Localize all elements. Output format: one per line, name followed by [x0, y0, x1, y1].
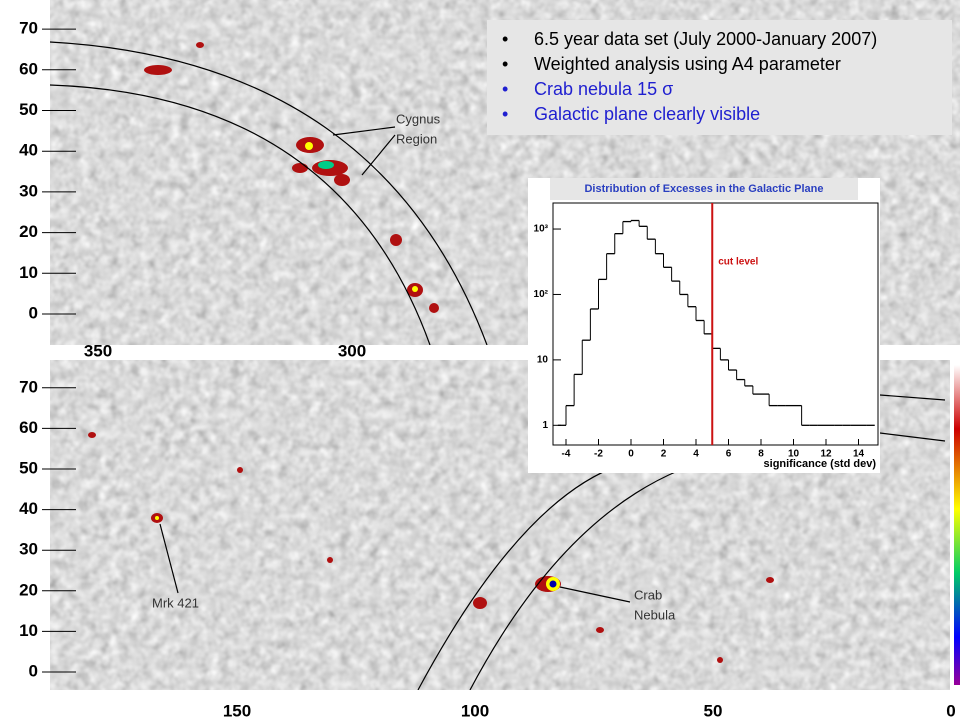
y-tick-label: 50: [19, 458, 38, 477]
y-tick-label: 40: [19, 499, 38, 518]
y-tick-label: 10: [19, 621, 38, 640]
colorbar: [954, 365, 960, 685]
bullet: 6.5 year data set (July 2000-January 200…: [534, 29, 877, 49]
annotation: Nebula: [634, 607, 676, 622]
y-tick-label: 60: [19, 418, 38, 437]
x-tick-label: 100: [461, 701, 489, 720]
x-axis-label: significance (std dev): [764, 458, 877, 470]
x-tick-label: 350: [84, 341, 112, 360]
annotation: Mrk 421: [152, 595, 199, 610]
x-tick-label: 2: [661, 449, 667, 460]
y-tick-label: 30: [19, 540, 38, 559]
x-tick-label: -2: [594, 449, 603, 460]
x-tick-label: 14: [853, 449, 865, 460]
y-tick-label: 70: [19, 377, 38, 396]
y-tick-label: 40: [19, 141, 38, 160]
inset-title: Distribution of Excesses in the Galactic…: [584, 183, 823, 195]
cut-label: cut level: [718, 257, 758, 268]
y-tick-label: 10: [537, 355, 549, 366]
annotation: Cygnus: [396, 111, 441, 126]
y-tick-label: 0: [29, 661, 38, 680]
x-tick-label: 150: [223, 701, 251, 720]
x-tick-label: 12: [820, 449, 832, 460]
y-tick-label: 30: [19, 181, 38, 200]
bullet-dot: •: [502, 54, 508, 74]
y-tick-label: 10³: [534, 224, 549, 235]
y-tick-label: 60: [19, 59, 38, 78]
y-tick-label: 20: [19, 222, 38, 241]
bullet-dot: •: [502, 104, 508, 124]
bullet-dot: •: [502, 29, 508, 49]
y-tick-label: 70: [19, 19, 38, 38]
x-tick-label: 0: [946, 701, 955, 720]
x-tick-label: 300: [338, 341, 366, 360]
y-tick-label: 10: [19, 263, 38, 282]
inset-frame: [552, 202, 879, 446]
y-tick-label: 0: [29, 303, 38, 322]
annotation: Region: [396, 131, 437, 146]
x-tick-label: 8: [758, 449, 764, 460]
annotation: Crab: [634, 587, 662, 602]
x-tick-label: 0: [628, 449, 634, 460]
bullet-box: [487, 20, 952, 135]
arrows: [159, 126, 631, 603]
x-tick-label: -4: [562, 449, 571, 460]
x-tick-label: 50: [704, 701, 723, 720]
galactic-plane-lines: [49, 41, 946, 691]
tick-rails: [42, 28, 76, 673]
bullet: Weighted analysis using A4 parameter: [534, 54, 841, 74]
bullet-dot: •: [502, 79, 508, 99]
y-tick-label: 10²: [534, 289, 549, 300]
y-tick-label: 1: [542, 420, 548, 431]
y-tick-label: 50: [19, 100, 38, 119]
bullet: Crab nebula 15 σ: [534, 79, 673, 99]
x-tick-label: 10: [788, 449, 800, 460]
bullet: Galactic plane clearly visible: [534, 104, 760, 124]
y-tick-label: 20: [19, 580, 38, 599]
x-tick-label: 6: [726, 449, 732, 460]
x-tick-label: 4: [693, 449, 699, 460]
annotations: Cygnus Region Mrk 421 Crab Nebula: [152, 111, 676, 622]
spot-cores: [155, 142, 560, 591]
inset-title-box: [550, 178, 858, 200]
